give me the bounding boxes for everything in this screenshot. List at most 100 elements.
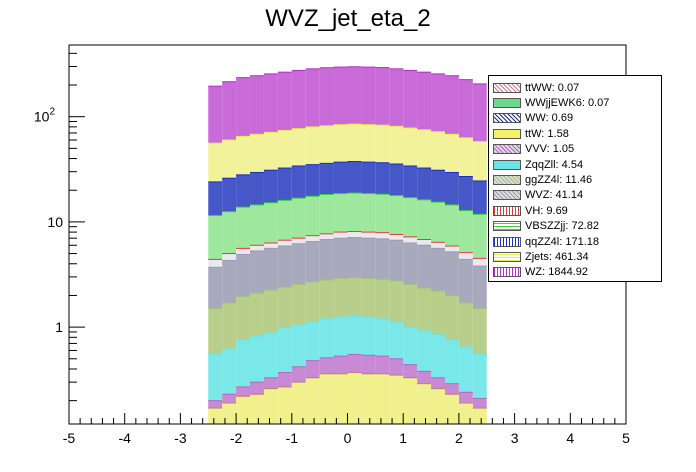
bar-VH-1 [222,253,237,261]
bar-WVZ-19 [472,266,487,309]
bar-VH-17 [444,246,459,252]
legend-swatch [493,190,521,201]
bar-ggZZ4l-18 [458,302,473,347]
bar-qqZZ4l-8 [319,163,334,195]
bar-ggZZ4l-4 [263,290,278,333]
bar-VBSZZjj-7 [305,196,320,236]
bar-WZ-7 [305,68,320,127]
bar-ggZZ4l-7 [305,281,320,322]
legend-label: ggZZ4l: 11.46 [525,173,593,186]
bar-ZqqZll-14 [403,327,418,365]
x-tick-label: -3 [174,430,187,446]
bar-VBSZZjj-8 [319,194,334,234]
bar-WZ-16 [431,73,445,132]
bar-WZ-2 [236,77,251,137]
bar-WZ-17 [444,75,459,135]
bar-qqZZ4l-7 [305,164,320,197]
x-tick-label: 4 [566,430,574,446]
bar-ttWW-5 [277,386,292,424]
bar-VVV-16 [431,377,445,389]
legend-swatch [493,205,521,216]
legend-label: VVV: 1.05 [525,143,575,156]
bar-Zjets-12 [375,125,390,163]
x-tick-label: -5 [63,430,76,446]
legend-swatch [493,174,521,185]
bar-ZqqZll-6 [291,324,306,367]
legend-label: WW: 0.69 [525,112,574,125]
bar-WZ-19 [472,83,487,142]
x-tick-label: 0 [344,430,352,446]
bar-Zjets-14 [403,128,418,166]
bar-ttWW-15 [417,383,432,424]
bar-WVZ-18 [458,259,473,303]
bar-VVV-8 [319,357,334,374]
bar-WZ-4 [263,73,278,133]
bar-ggZZ4l-6 [291,284,306,325]
legend-item: ggZZ4l: 11.46 [493,172,592,187]
bar-WZ-6 [291,70,306,129]
bar-qqZZ4l-18 [458,176,473,211]
bar-WVZ-1 [222,260,237,303]
bar-qqZZ4l-14 [403,165,418,198]
bar-ggZZ4l-10 [347,277,362,316]
axes: -5 -4 -3 -2 -1 0 1 2 3 4 5 1 10 102 [34,52,630,446]
bar-ZqqZll-18 [458,346,473,393]
bar-VBSZZjj-18 [458,210,473,253]
legend-swatch [493,236,521,247]
bar-qqZZ4l-11 [361,162,376,194]
bar-qqZZ4l-12 [375,162,390,195]
bar-ttWW-11 [361,373,376,424]
legend-item: Zjets: 461.34 [493,249,589,264]
bar-ttWW-9 [333,373,348,424]
bar-ggZZ4l-15 [417,288,432,331]
legend-item: VBSZZjj: 72.82 [493,219,599,234]
bar-VVV-17 [444,383,459,395]
bar-Zjets-0 [208,143,223,182]
bar-WVZ-7 [305,241,320,282]
bar-VVV-18 [458,392,473,404]
bar-VH-11 [361,232,376,239]
bar-Zjets-10 [347,124,362,162]
bar-VVV-7 [305,360,320,378]
bar-VVV-14 [403,364,418,378]
bar-VVV-1 [222,394,237,403]
bar-VBSZZjj-4 [263,202,278,244]
bar-ZqqZll-19 [472,354,487,399]
bar-ZqqZll-15 [417,330,432,372]
bar-ggZZ4l-8 [319,280,334,319]
legend-item: WWjjEWK6: 0.07 [493,95,609,110]
bar-VBSZZjj-15 [417,199,432,240]
bar-qqZZ4l-4 [263,170,278,203]
bar-ttWW-12 [375,373,390,424]
bar-WVZ-17 [444,251,459,296]
legend-label: ttWW: 0.07 [525,81,580,94]
bar-Zjets-9 [333,124,348,163]
bar-ZqqZll-10 [347,315,362,355]
bar-VH-8 [319,233,334,240]
bar-VBSZZjj-1 [222,211,237,254]
bar-WVZ-12 [375,238,390,280]
bar-WVZ-15 [417,245,432,289]
legend-item: qqZZ4l: 171.18 [493,234,599,249]
bar-ttWW-4 [263,388,278,424]
bar-ttWW-17 [444,394,459,424]
legend-swatch [493,82,521,93]
bar-ZqqZll-7 [305,321,320,361]
bar-VH-0 [208,259,223,268]
legend-label: WVZ: 41.14 [525,189,584,202]
bar-ttWW-14 [403,377,418,424]
bar-VBSZZjj-17 [444,204,459,247]
bar-VH-6 [291,238,306,244]
bar-VBSZZjj-2 [236,207,251,249]
bar-ggZZ4l-11 [361,278,376,317]
legend-item: ttW: 1.58 [493,126,569,141]
bar-WVZ-8 [319,239,334,281]
bar-ttWW-6 [291,382,306,424]
bar-Zjets-18 [458,137,473,177]
bar-VVV-19 [472,398,487,409]
bar-WVZ-3 [250,250,264,294]
bar-ttWW-10 [347,372,362,424]
legend-label: ZqqZll: 4.54 [525,158,584,171]
bar-VH-4 [263,243,278,249]
y-tick-exponent: 2 [49,107,55,118]
